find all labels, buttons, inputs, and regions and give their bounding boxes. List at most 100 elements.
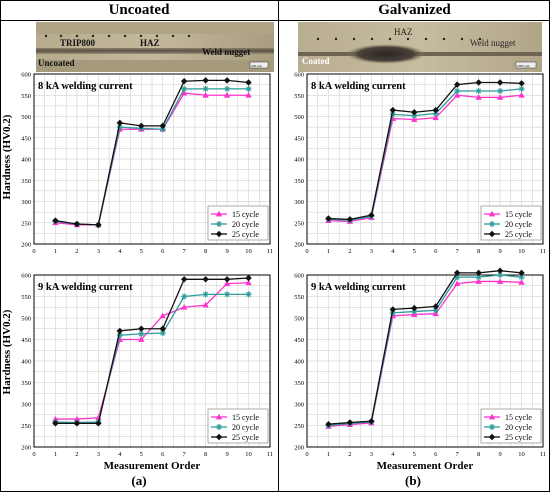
data-point (245, 79, 252, 86)
data-point (432, 110, 439, 117)
indent-markers (44, 34, 191, 38)
label-haz: HAZ (140, 38, 160, 48)
y-tick-label: 600 (21, 273, 31, 280)
legend-marker (489, 221, 495, 227)
micrograph-uncoated: TRIP800 HAZ Weld nugget Uncoated 200 μm (36, 22, 274, 72)
y-tick-label: 400 (21, 359, 31, 366)
x-tick-label: 1 (54, 248, 57, 255)
chart-title: 8 kA welding current (38, 81, 133, 92)
data-point (223, 280, 231, 286)
data-point (325, 421, 332, 428)
x-tick-label: 11 (540, 248, 546, 255)
data-point (245, 274, 252, 282)
series-line-20-cycle (55, 293, 249, 424)
ylabel-uncoated-8ka: Hardness (HV0.2) (1, 114, 13, 200)
data-point (475, 88, 482, 94)
data-point (159, 325, 166, 332)
data-point (138, 122, 145, 130)
data-point (496, 278, 504, 284)
y-tick-label: 400 (294, 359, 304, 366)
x-tick-label: 1 (327, 451, 330, 458)
series-line-25-cycle (55, 277, 249, 425)
data-point (453, 92, 461, 98)
plot-border (306, 274, 544, 448)
data-point (346, 419, 354, 426)
y-tick-label: 300 (294, 199, 304, 206)
data-point (95, 221, 102, 229)
data-point (202, 85, 209, 92)
x-tick-label: 3 (370, 451, 373, 458)
x-tick-label: 10 (245, 451, 252, 458)
data-point (180, 89, 188, 96)
data-point (159, 312, 166, 319)
series-line-20-cycle (328, 274, 522, 427)
panel-label-a: (a) (131, 473, 147, 488)
x-tick-label: 3 (97, 248, 100, 255)
series-line-25-cycle (328, 81, 522, 221)
y-tick-label: 200 (294, 445, 304, 452)
series-line-25-cycle (55, 79, 249, 226)
series-line-15-cycle (328, 280, 522, 428)
micrograph-galvanized: HAZ Weld nugget Coated 2000 μm (298, 22, 542, 72)
series-line-25-cycle (328, 270, 522, 425)
data-point (454, 88, 461, 94)
ylabel-uncoated-9ka: Hardness (HV0.2) (1, 309, 13, 395)
y-tick-label: 600 (294, 273, 304, 280)
y-tick-label: 200 (21, 242, 31, 249)
x-tick-label: 6 (434, 451, 438, 458)
data-point (223, 77, 231, 84)
data-point (453, 280, 461, 286)
column-divider (278, 0, 279, 492)
x-tick-label: 6 (161, 248, 165, 255)
x-tick-label: 7 (456, 451, 460, 458)
data-point (475, 94, 482, 100)
legend-entry: 20 cycle (232, 423, 259, 432)
x-tick-label: 4 (118, 451, 122, 458)
series-line-20-cycle (328, 88, 522, 221)
y-tick-label: 500 (294, 114, 304, 121)
chart-title: 9 kA welding current (311, 282, 406, 293)
legend-marker (215, 433, 223, 441)
x-tick-label: 0 (32, 451, 35, 458)
scale-bar-left: 200 μm (251, 64, 262, 68)
legend-entry: 20 cycle (505, 423, 532, 432)
x-tick-label: 11 (540, 451, 546, 458)
legend-entry: 15 cycle (505, 210, 532, 219)
x-tick-label: 3 (97, 451, 100, 458)
column-header-galvanized: Galvanized (378, 2, 451, 18)
x-tick-label: 1 (327, 248, 330, 255)
legend-marker (215, 210, 223, 217)
data-point (159, 122, 166, 130)
y-tick-label: 350 (294, 178, 304, 185)
data-point (138, 325, 145, 332)
legend-entry: 15 cycle (232, 413, 259, 422)
legend-entry: 25 cycle (505, 433, 532, 442)
data-point (202, 291, 209, 298)
data-point (245, 85, 252, 92)
y-tick-label: 550 (21, 294, 31, 301)
data-point (518, 279, 525, 285)
y-tick-label: 500 (21, 114, 31, 121)
x-tick-label: 6 (161, 451, 165, 458)
data-point (180, 304, 188, 310)
y-tick-label: 600 (21, 72, 31, 79)
x-tick-label: 10 (518, 451, 525, 458)
data-point (95, 420, 102, 427)
data-point (52, 217, 59, 224)
chart-uncoated-9ka: 200 250 300 350 400 450 500 550 600 0 1 2 3 4 5 6 7 8 9 10 1… (21, 273, 273, 471)
y-tick-label: 450 (294, 337, 304, 344)
data-point (496, 94, 504, 100)
x-tick-label: 1 (54, 451, 57, 458)
data-point (138, 336, 145, 342)
x-tick-label: 2 (75, 451, 78, 458)
x-tick-label: 7 (456, 248, 460, 255)
x-tick-label: 9 (225, 451, 228, 458)
data-point (325, 215, 332, 222)
legend-marker (488, 230, 496, 238)
data-point (411, 304, 418, 312)
data-point (453, 269, 461, 277)
header-divider (0, 20, 550, 21)
x-tick-label: 9 (498, 248, 501, 255)
data-point (389, 306, 397, 313)
